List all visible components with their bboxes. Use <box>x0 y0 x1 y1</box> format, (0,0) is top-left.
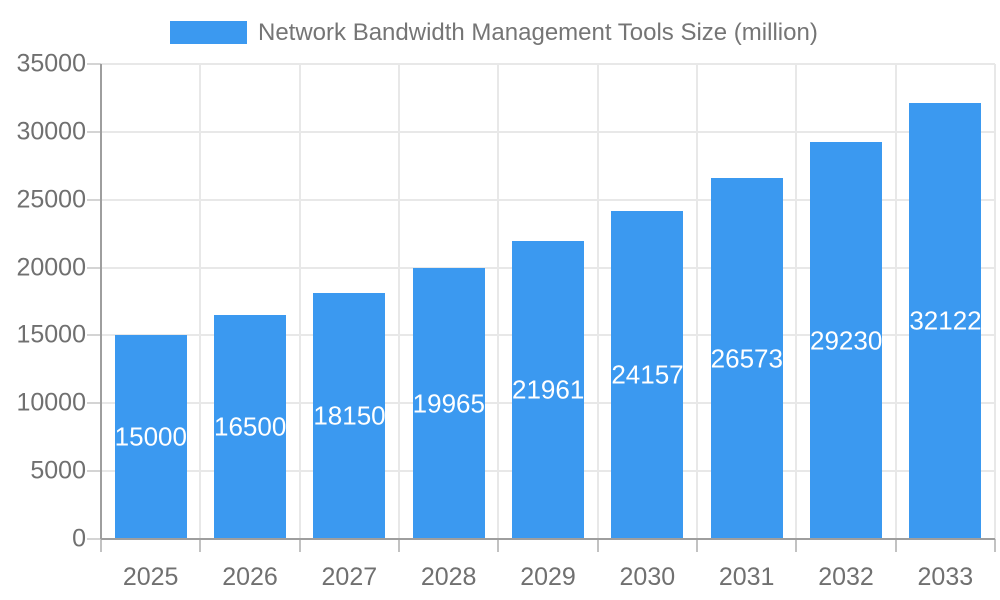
y-tick-mark <box>87 538 101 540</box>
bar-value-label: 19965 <box>412 388 485 418</box>
bar-value-label: 24157 <box>611 359 684 390</box>
bar[interactable]: 32122 <box>909 103 982 539</box>
bar-value-label: 21961 <box>512 374 585 405</box>
y-tick-label: 0 <box>72 524 86 553</box>
y-tick-label: 25000 <box>16 185 86 214</box>
x-tick-mark <box>398 539 400 552</box>
bar-value-label: 29230 <box>810 325 883 356</box>
x-tick-mark <box>199 539 202 552</box>
x-gridline <box>894 64 897 539</box>
x-tick-label: 2026 <box>222 563 278 591</box>
bar-value-label: 15000 <box>114 421 187 452</box>
x-tick-label: 2027 <box>321 563 378 591</box>
bar[interactable]: 24157 <box>611 211 684 539</box>
bar[interactable]: 15000 <box>114 335 187 539</box>
y-tick-mark <box>87 334 101 337</box>
y-axis-line <box>100 64 102 539</box>
y-tick-label: 20000 <box>16 253 86 282</box>
x-gridline <box>199 64 202 539</box>
legend-label[interactable]: Network Bandwidth Management Tools Size … <box>258 19 818 46</box>
x-gridline <box>596 64 599 539</box>
bar[interactable]: 29230 <box>810 142 882 539</box>
bar[interactable]: 19965 <box>412 268 485 539</box>
y-gridline <box>101 63 995 65</box>
x-tick-mark <box>894 539 897 552</box>
bar-value-label: 32122 <box>909 305 982 336</box>
x-tick-label: 2030 <box>619 563 676 591</box>
x-tick-label: 2025 <box>122 563 179 591</box>
legend-swatch[interactable] <box>170 21 247 44</box>
x-tick-label: 2033 <box>917 563 974 591</box>
x-gridline <box>696 64 698 539</box>
bar[interactable]: 26573 <box>710 178 783 539</box>
x-tick-label: 2032 <box>818 563 874 591</box>
bar[interactable]: 16500 <box>214 315 286 539</box>
x-gridline <box>398 64 400 539</box>
y-tick-mark <box>87 266 101 269</box>
x-tick-mark <box>795 539 798 552</box>
bar-value-label: 26573 <box>710 343 783 374</box>
x-tick-mark <box>298 539 301 552</box>
bar-value-label: 18150 <box>313 400 386 431</box>
y-tick-mark <box>87 470 101 473</box>
y-tick-label: 15000 <box>16 320 86 349</box>
x-tick-mark <box>100 539 102 552</box>
x-tick-label: 2031 <box>718 563 775 591</box>
y-tick-label: 10000 <box>16 388 86 417</box>
x-gridline <box>994 64 996 539</box>
y-tick-mark <box>87 402 101 405</box>
y-tick-label: 35000 <box>16 49 86 78</box>
x-gridline <box>795 64 798 539</box>
x-tick-label: 2028 <box>420 563 477 591</box>
x-tick-label: 2029 <box>520 563 576 591</box>
x-tick-mark <box>497 539 500 552</box>
x-tick-mark <box>994 539 996 552</box>
y-gridline <box>101 130 995 133</box>
x-tick-mark <box>696 539 698 552</box>
bar[interactable]: 21961 <box>512 240 585 539</box>
y-tick-mark <box>87 63 101 65</box>
x-gridline <box>298 64 301 539</box>
y-tick-label: 5000 <box>30 456 86 485</box>
bar[interactable]: 18150 <box>313 292 386 539</box>
x-gridline <box>497 64 500 539</box>
y-tick-mark <box>87 198 101 201</box>
x-tick-mark <box>596 539 599 552</box>
y-tick-label: 30000 <box>16 117 86 146</box>
x-axis-line <box>101 538 995 540</box>
bar-value-label: 16500 <box>214 411 287 442</box>
y-tick-mark <box>87 130 101 133</box>
y-gridline <box>101 198 995 201</box>
